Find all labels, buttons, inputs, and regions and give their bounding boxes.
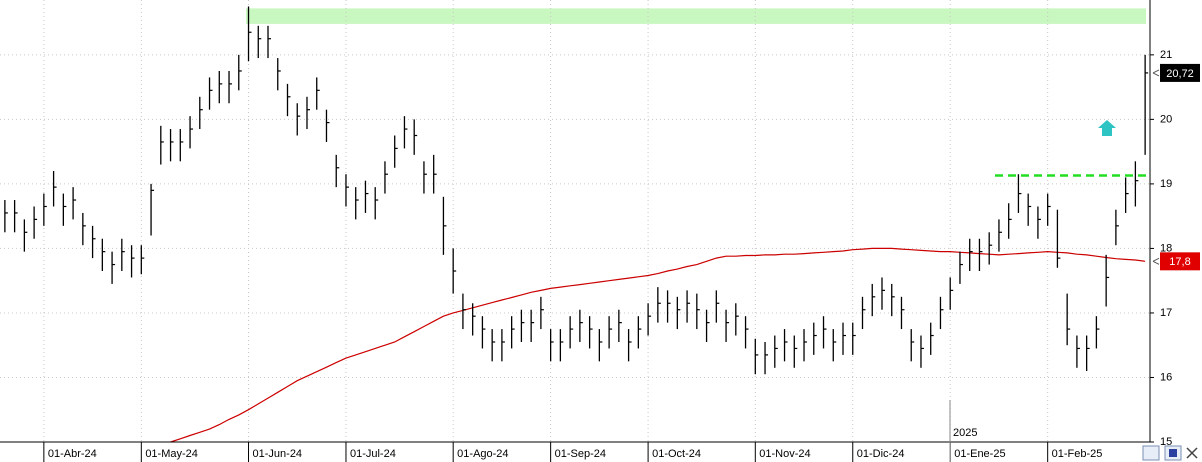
price-label: 17,8 [1169, 256, 1190, 268]
x-tick-label: 01-Jun-24 [253, 448, 303, 460]
price-label: 20,72 [1166, 68, 1194, 80]
x-tick-label: 01-Feb-25 [1052, 448, 1103, 460]
y-tick-label: 16 [1160, 371, 1172, 383]
y-tick-label: 15 [1160, 436, 1172, 448]
price-label-box [1160, 252, 1200, 271]
price-label-pointer [1152, 257, 1160, 265]
x-tick-label: 01-May-24 [145, 448, 198, 460]
x-tick-label: 01-Jul-24 [350, 448, 396, 460]
x-tick-label: 01-Oct-24 [652, 448, 701, 460]
y-tick-label: 20 [1160, 113, 1172, 125]
close-button[interactable] [1186, 447, 1198, 459]
y-tick-label: 19 [1160, 178, 1172, 190]
x-tick-label: 01-Sep-24 [555, 448, 606, 460]
y-tick-label: 18 [1160, 242, 1172, 254]
price-label-pointer [1152, 69, 1160, 77]
y-tick-label: 21 [1160, 49, 1172, 61]
plot-layer [0, 0, 1150, 443]
menu-button[interactable] [1142, 445, 1160, 461]
toolbar [1142, 445, 1198, 461]
save-icon [1169, 449, 1177, 457]
resistance-zone [246, 8, 1146, 24]
x-tick-label: 01-Abr-24 [48, 448, 97, 460]
y-tick-label: 17 [1160, 307, 1172, 319]
x-tick-label: 01-Dic-24 [857, 448, 905, 460]
x-tick-label: 01-Ene-25 [954, 448, 1005, 460]
arrow-icon [1098, 120, 1116, 136]
x-tick-label: 01-Ago-24 [457, 448, 508, 460]
x-tick-label: 01-Nov-24 [759, 448, 810, 460]
moving-average-line [170, 247, 1146, 443]
price-label-box [1160, 63, 1200, 82]
year-label: 2025 [953, 427, 977, 439]
